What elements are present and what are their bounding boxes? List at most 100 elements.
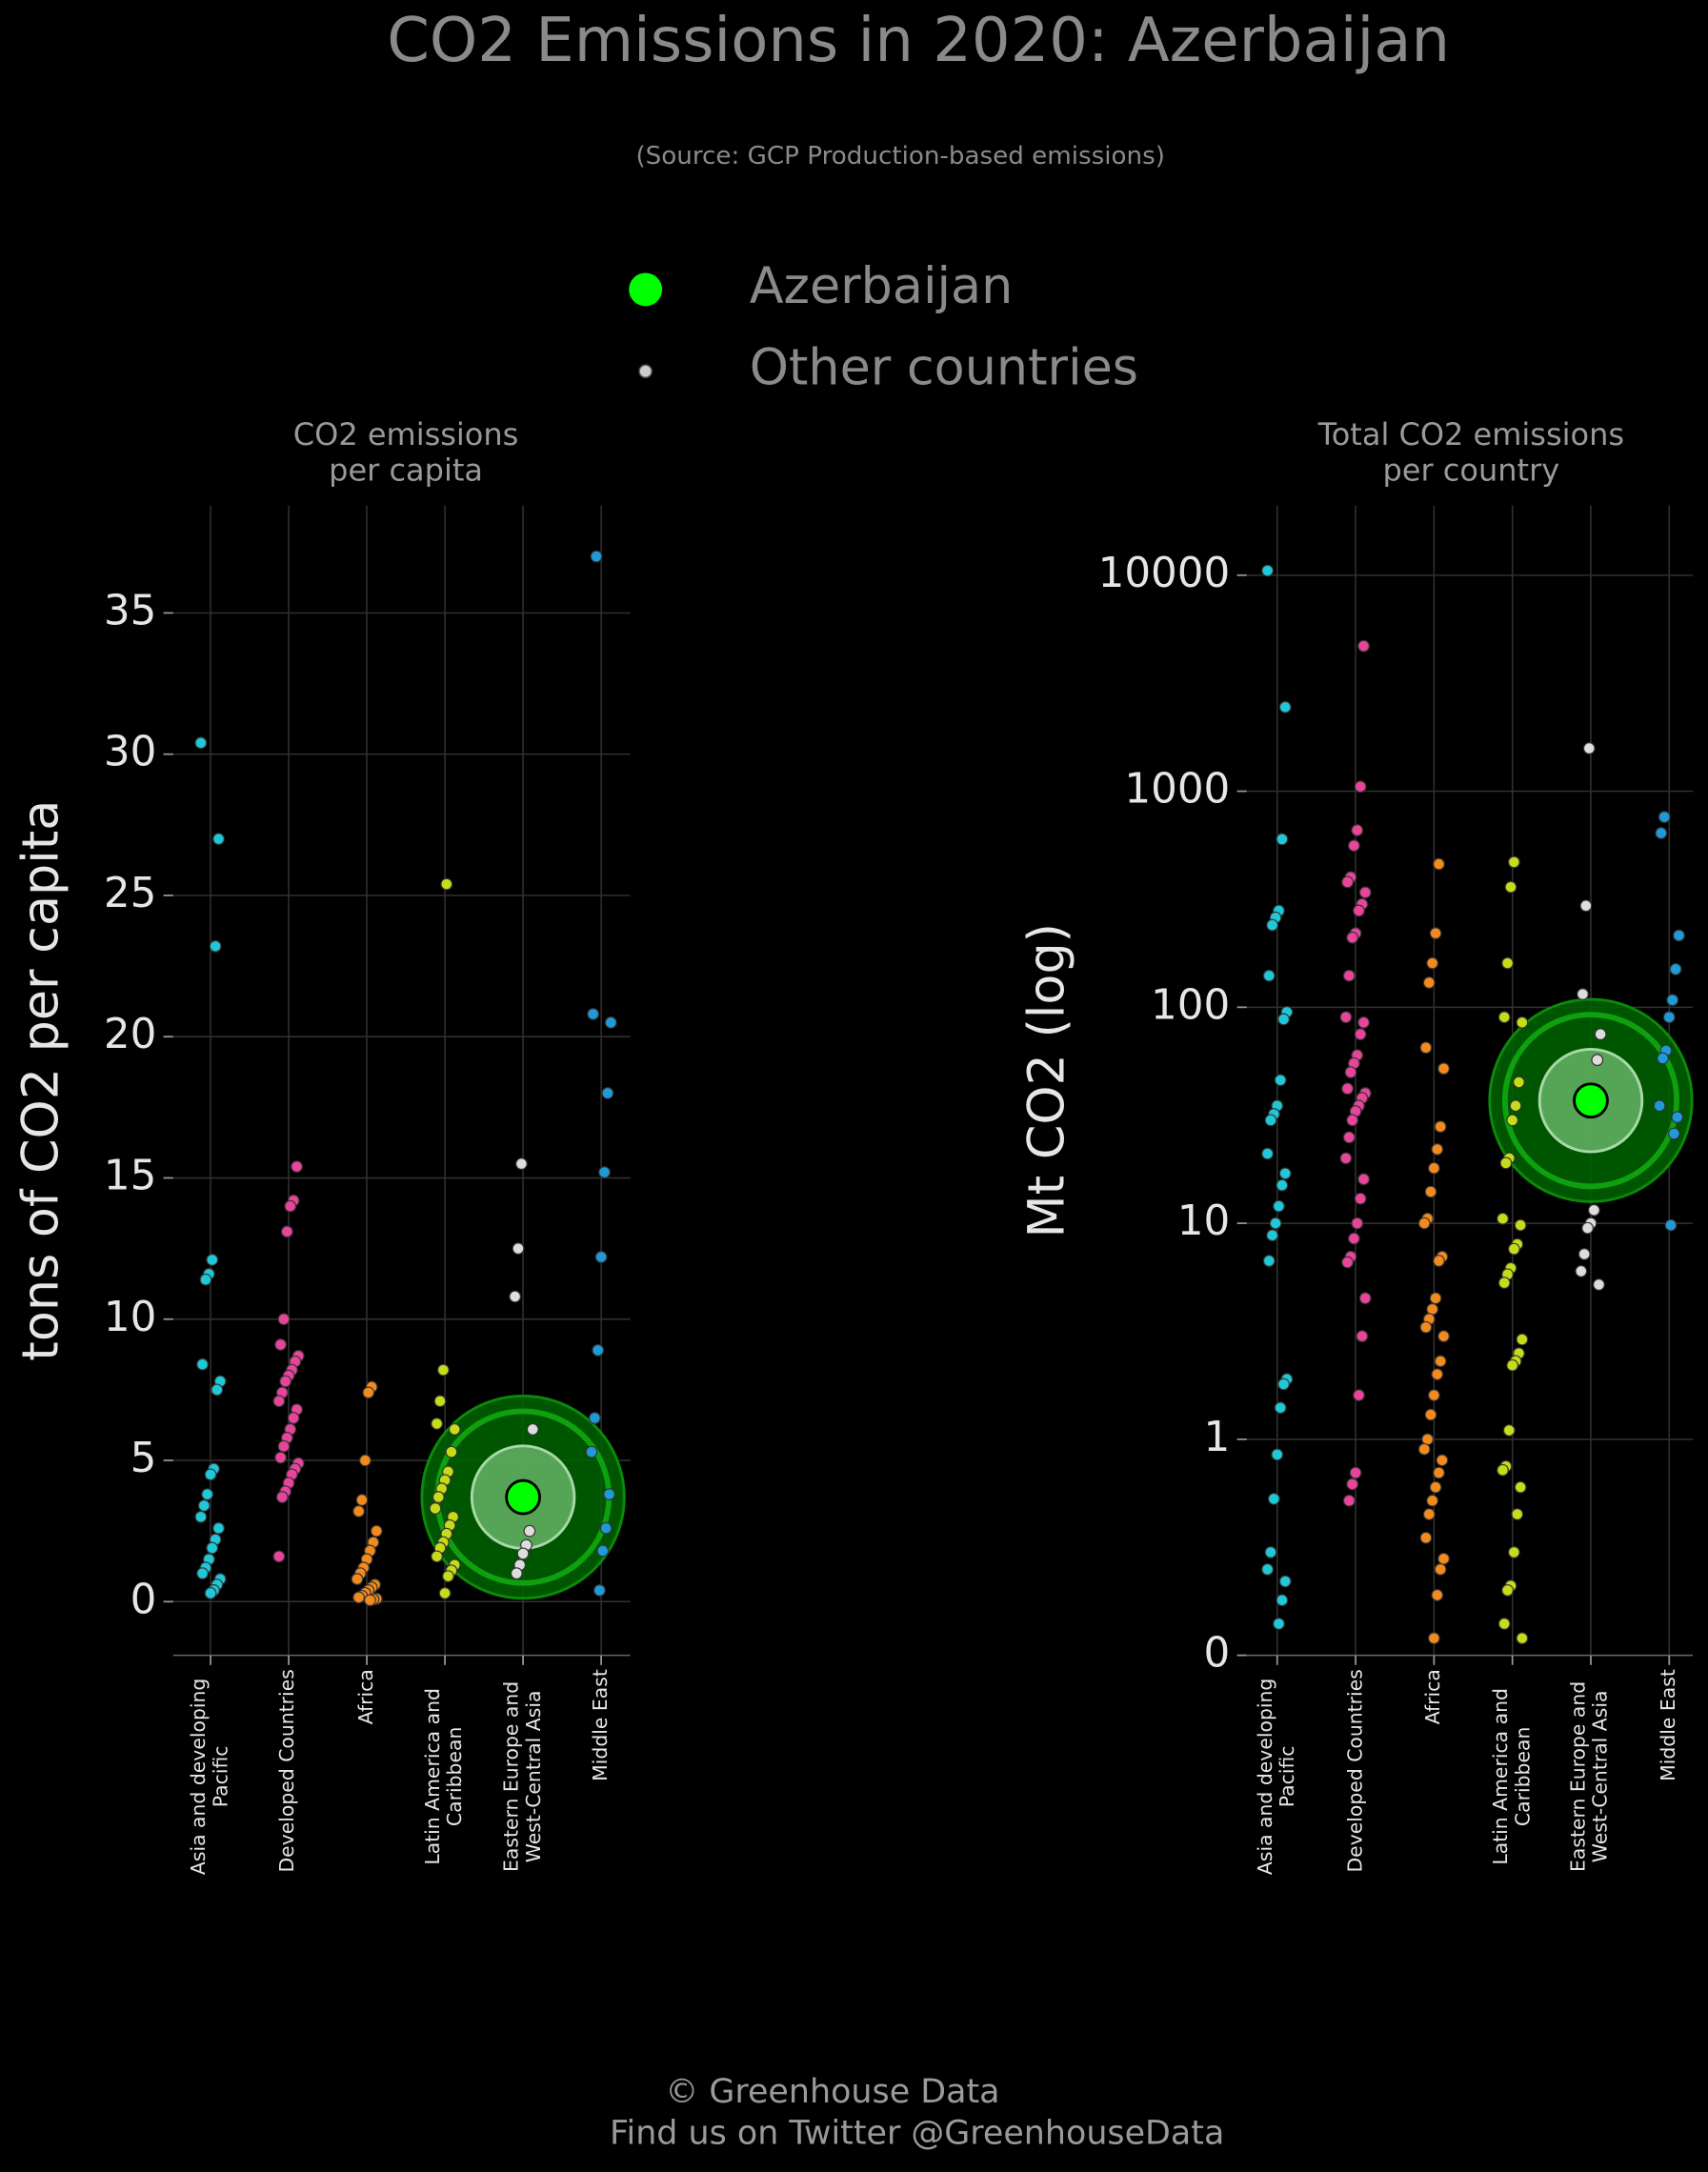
legend-label: Other countries — [750, 339, 1138, 397]
y-tick-label: 5 — [131, 1435, 157, 1482]
point — [201, 1488, 214, 1501]
point — [1262, 1255, 1276, 1267]
point — [1267, 1492, 1280, 1505]
point — [1273, 1618, 1285, 1630]
point — [1507, 855, 1520, 869]
point — [212, 1521, 225, 1535]
point — [358, 1454, 372, 1467]
point — [362, 1386, 375, 1399]
point — [523, 1524, 536, 1538]
point — [194, 736, 208, 750]
point — [1436, 1454, 1449, 1467]
footer: Find us on Twitter @GreenhouseData — [610, 2115, 1224, 2153]
y-axis-label: tons of CO2 per capita — [12, 800, 70, 1361]
point — [1278, 1167, 1292, 1180]
point — [1497, 1011, 1511, 1024]
point — [1347, 839, 1360, 853]
point — [279, 1375, 292, 1388]
point — [1511, 1508, 1524, 1520]
point — [1351, 1217, 1364, 1230]
point — [1516, 1016, 1529, 1029]
point — [1354, 1028, 1367, 1041]
point — [1507, 1546, 1520, 1559]
highlight-point — [1573, 1082, 1609, 1119]
highlight-halo — [1501, 1012, 1680, 1190]
point — [1339, 1011, 1353, 1024]
x-tick-label: Developed Countries — [1344, 1669, 1367, 1873]
point — [1274, 1074, 1287, 1087]
y-tick-label: 100 — [1151, 981, 1230, 1029]
highlight-point — [505, 1478, 542, 1516]
point — [1429, 1292, 1442, 1305]
point — [438, 1586, 452, 1599]
point — [432, 1491, 445, 1503]
point — [1431, 1143, 1444, 1156]
y-tick-label: 1 — [1204, 1414, 1231, 1461]
point — [1419, 1041, 1433, 1055]
point — [1426, 1494, 1439, 1507]
point — [1662, 1011, 1676, 1024]
point — [512, 1242, 525, 1256]
point — [1437, 1330, 1450, 1343]
point — [355, 1494, 369, 1506]
point — [1278, 1575, 1292, 1588]
y-tick-label: 1000 — [1124, 766, 1230, 814]
point — [1497, 1463, 1509, 1477]
point — [196, 1358, 209, 1371]
point — [1501, 1583, 1514, 1597]
point — [1666, 994, 1679, 1007]
point — [1344, 1066, 1357, 1078]
point — [1341, 1082, 1354, 1096]
y-tick-label: 25 — [104, 870, 157, 917]
point — [1357, 1173, 1370, 1186]
point — [291, 1160, 303, 1174]
page-title: CO2 Emissions in 2020: Azerbaijan — [387, 6, 1450, 76]
point — [1269, 1217, 1282, 1230]
y-tick-label: 0 — [131, 1576, 157, 1623]
point — [1342, 969, 1356, 982]
x-tick-label: Asia and developing Pacific — [1255, 1678, 1300, 1876]
y-tick-label: 30 — [104, 729, 157, 776]
point — [370, 1524, 383, 1538]
footer: © Greenhouse Data — [665, 2073, 999, 2111]
point — [1502, 1424, 1516, 1437]
point — [1341, 1256, 1354, 1269]
point — [1347, 1232, 1360, 1245]
point — [1427, 1161, 1440, 1175]
point — [1506, 1358, 1519, 1372]
point — [1353, 904, 1365, 917]
point — [1579, 899, 1593, 913]
x-tick-label: Eastern Europe and West-Central Asia — [500, 1680, 546, 1872]
point — [280, 1225, 293, 1238]
point — [590, 550, 603, 563]
point — [436, 1363, 450, 1377]
point — [1264, 1114, 1277, 1127]
point — [1655, 827, 1668, 839]
point — [211, 1383, 224, 1397]
point — [1513, 1076, 1525, 1089]
point — [598, 1166, 611, 1178]
point — [1278, 700, 1292, 714]
point — [199, 1273, 212, 1286]
point — [204, 1586, 217, 1599]
point — [1273, 1199, 1285, 1213]
y-tick-label: 20 — [104, 1011, 157, 1058]
x-tick-label: Latin America and Caribbean — [422, 1688, 468, 1865]
point — [1667, 1127, 1680, 1140]
x-tick-label: Middle East — [1658, 1669, 1680, 1781]
point — [1433, 857, 1445, 871]
point — [352, 1504, 365, 1518]
x-tick-label: Latin America and Caribbean — [1490, 1688, 1535, 1865]
point — [1357, 1016, 1370, 1029]
point — [287, 1412, 300, 1424]
point — [1514, 1218, 1527, 1232]
point — [1577, 1248, 1591, 1260]
y-tick-label: 10 — [104, 1294, 157, 1341]
point — [1422, 1508, 1436, 1520]
point — [1266, 918, 1279, 932]
point — [1342, 1494, 1356, 1507]
point — [587, 1008, 600, 1020]
y-tick-label: 0 — [1204, 1630, 1231, 1678]
point — [1434, 1355, 1447, 1368]
